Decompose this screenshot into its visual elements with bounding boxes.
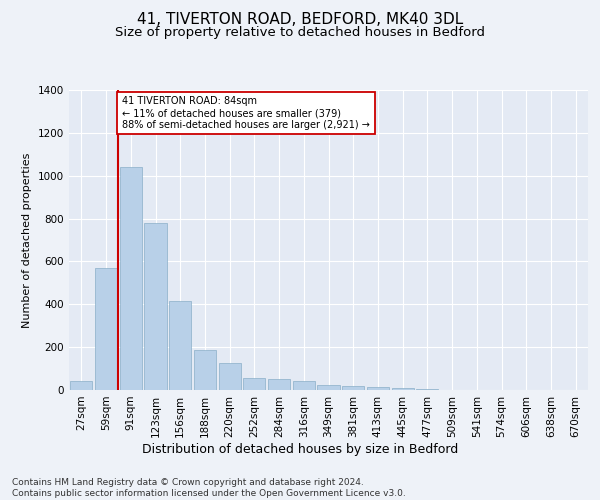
Bar bbox=[95, 268, 117, 390]
Bar bbox=[243, 378, 265, 390]
Bar bbox=[145, 223, 167, 390]
Bar bbox=[342, 386, 364, 390]
Bar bbox=[70, 382, 92, 390]
Bar bbox=[392, 388, 414, 390]
Text: Distribution of detached houses by size in Bedford: Distribution of detached houses by size … bbox=[142, 442, 458, 456]
Bar bbox=[218, 363, 241, 390]
Bar bbox=[169, 301, 191, 390]
Bar bbox=[367, 387, 389, 390]
Text: 41, TIVERTON ROAD, BEDFORD, MK40 3DL: 41, TIVERTON ROAD, BEDFORD, MK40 3DL bbox=[137, 12, 463, 28]
Bar bbox=[268, 380, 290, 390]
Bar bbox=[293, 382, 315, 390]
Bar bbox=[119, 167, 142, 390]
Text: Contains HM Land Registry data © Crown copyright and database right 2024.
Contai: Contains HM Land Registry data © Crown c… bbox=[12, 478, 406, 498]
Text: Size of property relative to detached houses in Bedford: Size of property relative to detached ho… bbox=[115, 26, 485, 39]
Bar bbox=[317, 384, 340, 390]
Y-axis label: Number of detached properties: Number of detached properties bbox=[22, 152, 32, 328]
Bar bbox=[194, 350, 216, 390]
Text: 41 TIVERTON ROAD: 84sqm
← 11% of detached houses are smaller (379)
88% of semi-d: 41 TIVERTON ROAD: 84sqm ← 11% of detache… bbox=[122, 96, 370, 130]
Bar bbox=[416, 389, 439, 390]
